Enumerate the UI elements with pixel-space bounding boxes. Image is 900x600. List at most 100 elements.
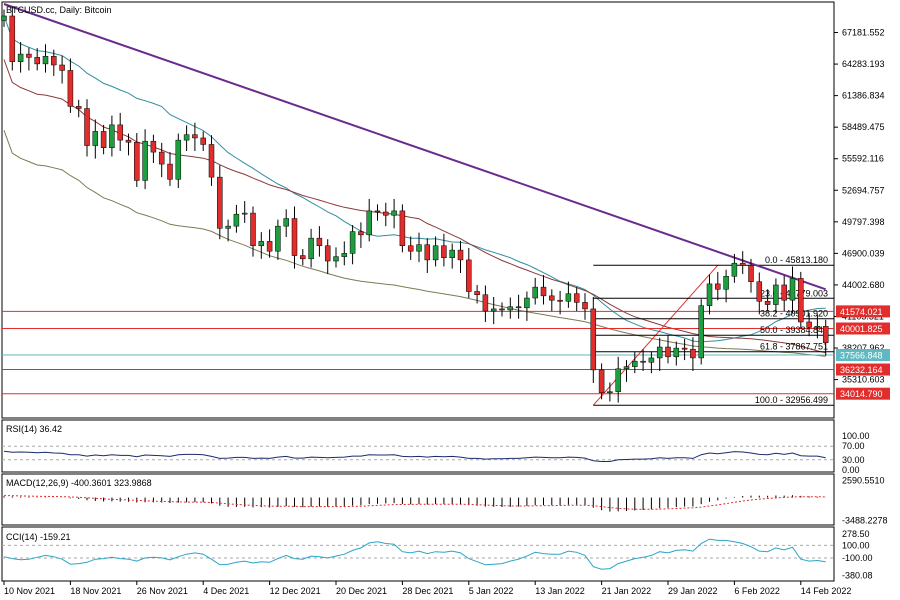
macd-panel: 2590.5510 -3488.2278 MACD(12,26,9) -400.3… [1, 473, 888, 526]
candle-body-63 [524, 297, 530, 309]
time-tick-10: 29 Jan 2022 [668, 586, 718, 596]
cci-title: CCI(14) -159.21 [6, 532, 71, 542]
rsi-title: RSI(14) 36.42 [6, 424, 62, 434]
cci-tick-1: 100.00 [842, 540, 870, 550]
candle-body-75 [623, 366, 630, 370]
cci-line [3, 538, 826, 570]
candle-body-58 [482, 294, 489, 312]
price-tag-1: 40001.825 [840, 324, 883, 334]
fib-label-3: 50.0 - 39384.840 [760, 325, 828, 335]
price-tick-5: 52694.757 [842, 185, 885, 195]
time-tick-9: 21 Jan 2022 [602, 586, 652, 596]
candle-body-82 [681, 347, 688, 350]
candle-body-26 [217, 176, 223, 229]
candle-body-44 [366, 210, 372, 236]
candle-body-94 [781, 284, 787, 301]
candle-body-51 [424, 244, 431, 261]
price-tag-bg-2 [836, 349, 890, 362]
candle-body-66 [549, 295, 555, 301]
price-tick-10: 38207.962 [842, 343, 885, 353]
cci-tick-0: 278.50 [842, 529, 870, 539]
candle-body-1 [9, 15, 16, 62]
candle-body-76 [632, 360, 638, 367]
candle-body-3 [26, 53, 32, 58]
macd-panel-frame [1, 473, 835, 526]
candle-body-9 [75, 106, 82, 109]
moving-average-50 [3, 59, 826, 354]
candle-body-95 [789, 278, 796, 301]
candle-body-88 [731, 262, 738, 277]
price-panel-frame [1, 1, 835, 419]
rsi-tick-1: 70.00 [842, 441, 865, 451]
candle-body-35 [291, 218, 298, 256]
candle-body-43 [358, 231, 364, 236]
candle-body-24 [200, 137, 206, 145]
candle-body-4 [34, 57, 40, 65]
candle-body-34 [283, 218, 289, 227]
macd-signal-line [3, 495, 826, 510]
candle-body-96 [798, 278, 804, 323]
cci-panel-frame [1, 526, 835, 582]
candle-body-54 [449, 249, 455, 258]
candle-body-64 [532, 286, 538, 299]
fib-label-4: 61.8 - 37867.751 [760, 342, 828, 352]
fib-label-0: 0.0 - 45813.180 [765, 255, 828, 265]
price-tag-2: 37566.848 [840, 351, 883, 361]
candle-body-74 [615, 368, 621, 392]
candle-body-22 [183, 134, 190, 141]
moving-averages [3, 15, 826, 357]
price-tick-7: 46900.039 [842, 248, 885, 258]
downtrend-line [3, 3, 827, 291]
candle-body-92 [764, 301, 771, 305]
candle-body-19 [158, 151, 165, 165]
candle-body-46 [383, 211, 389, 216]
candle-body-81 [673, 347, 680, 358]
candle-body-97 [806, 321, 812, 328]
price-tick-8: 44002.680 [842, 280, 885, 290]
time-tick-5: 20 Dec 2021 [336, 586, 387, 596]
candle-body-80 [665, 346, 671, 358]
candle-body-72 [598, 369, 605, 394]
candle-body-91 [756, 281, 763, 302]
cci-plot [2, 538, 834, 570]
candle-body-29 [241, 212, 248, 215]
candle-body-79 [656, 346, 663, 359]
chart-title: BTCUSD.cc, Daily: Bitcoin [6, 5, 112, 15]
price-tag-bg-4 [836, 387, 890, 400]
price-tag-3: 36232.164 [840, 365, 883, 375]
cci-tick-2: -100.00 [842, 553, 873, 563]
candles [1, 6, 829, 403]
time-tick-4: 12 Dec 2021 [270, 586, 321, 596]
price-tick-0: 67181.552 [842, 28, 885, 38]
time-tick-0: 10 Nov 2021 [4, 586, 55, 596]
candle-body-40 [333, 256, 339, 262]
candle-body-90 [748, 265, 754, 282]
time-tick-7: 5 Jan 2022 [469, 586, 514, 596]
candle-body-15 [125, 139, 132, 143]
time-tick-3: 4 Dec 2021 [203, 586, 249, 596]
candle-body-10 [84, 108, 90, 146]
candle-body-16 [134, 142, 140, 181]
price-tick-4: 55592.116 [842, 154, 884, 164]
time-tick-1: 18 Nov 2021 [70, 586, 121, 596]
rsi-tick-0: 100.00 [842, 431, 870, 441]
price-tag-bg-1 [836, 322, 890, 335]
rsi-plot [2, 445, 834, 462]
time-tick-8: 13 Jan 2022 [535, 586, 585, 596]
candle-body-57 [474, 291, 480, 296]
candle-body-33 [275, 225, 281, 252]
candle-body-84 [698, 305, 704, 359]
candle-body-52 [432, 245, 439, 261]
candle-body-20 [167, 163, 173, 180]
price-axis: 67181.552 64283.193 61386.834 58489.475 5559… [834, 28, 885, 385]
price-tick-1: 64283.193 [842, 59, 885, 69]
candle-body-47 [391, 210, 397, 216]
time-tick-12: 14 Feb 2022 [801, 586, 852, 596]
candle-body-14 [117, 124, 123, 141]
candle-body-60 [499, 308, 505, 311]
candle-body-78 [648, 357, 655, 363]
